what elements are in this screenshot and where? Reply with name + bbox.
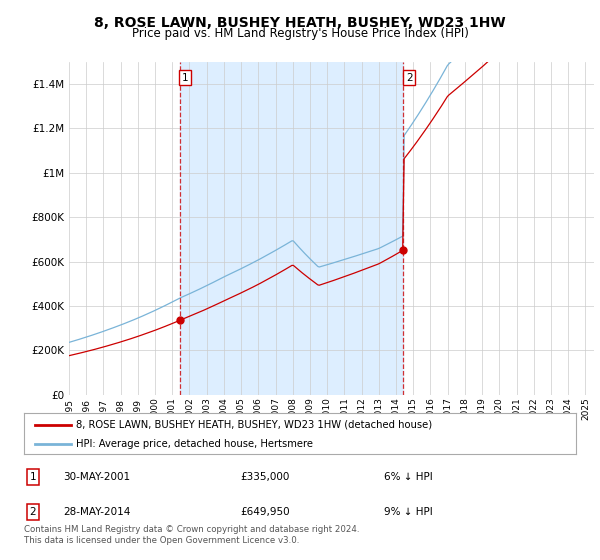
Text: 9% ↓ HPI: 9% ↓ HPI (384, 507, 433, 517)
Text: Contains HM Land Registry data © Crown copyright and database right 2024.
This d: Contains HM Land Registry data © Crown c… (24, 525, 359, 545)
Text: 2: 2 (406, 73, 412, 83)
Text: 6% ↓ HPI: 6% ↓ HPI (384, 472, 433, 482)
Text: 8, ROSE LAWN, BUSHEY HEATH, BUSHEY, WD23 1HW (detached house): 8, ROSE LAWN, BUSHEY HEATH, BUSHEY, WD23… (76, 419, 433, 430)
Text: 8, ROSE LAWN, BUSHEY HEATH, BUSHEY, WD23 1HW: 8, ROSE LAWN, BUSHEY HEATH, BUSHEY, WD23… (94, 16, 506, 30)
Text: £649,950: £649,950 (240, 507, 290, 517)
Text: 1: 1 (182, 73, 189, 83)
Text: 30-MAY-2001: 30-MAY-2001 (63, 472, 130, 482)
Text: 1: 1 (29, 472, 37, 482)
Text: 2: 2 (29, 507, 37, 517)
Text: Price paid vs. HM Land Registry's House Price Index (HPI): Price paid vs. HM Land Registry's House … (131, 27, 469, 40)
Text: HPI: Average price, detached house, Hertsmere: HPI: Average price, detached house, Hert… (76, 438, 313, 449)
Bar (179, 62, 403, 395)
Text: 28-MAY-2014: 28-MAY-2014 (63, 507, 130, 517)
Text: £335,000: £335,000 (240, 472, 289, 482)
